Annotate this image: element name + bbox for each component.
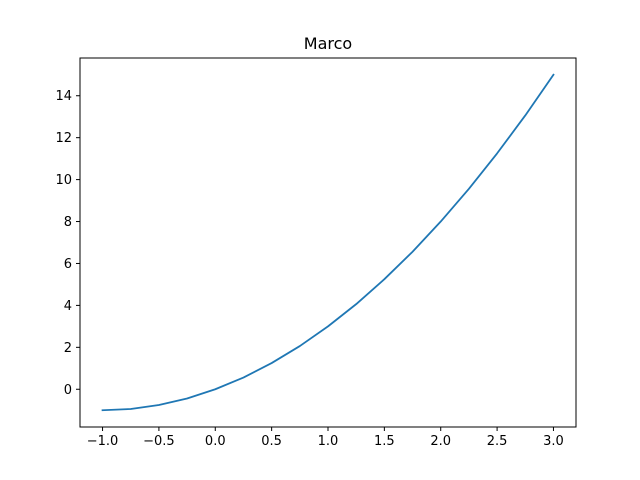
- plot-frame: [79, 57, 577, 428]
- x-tick-label: −1.0: [87, 434, 119, 449]
- x-tick-label: 0.0: [205, 434, 226, 449]
- x-tick-label: 1.0: [318, 434, 339, 449]
- x-tick-label: 3.0: [543, 434, 564, 449]
- y-tick-label: 2: [64, 341, 72, 356]
- y-axis-ticks: 0 2 4 6 8 10 12 14: [55, 89, 80, 398]
- y-tick-label: 4: [64, 299, 72, 314]
- series-line: [101, 73, 555, 412]
- x-tick-label: −0.5: [143, 434, 175, 449]
- y-tick-label: 10: [55, 173, 72, 188]
- y-tick-label: 8: [64, 215, 72, 230]
- y-tick-label: 6: [64, 257, 72, 272]
- plot-background: [80, 58, 576, 427]
- chart-title: Marco: [304, 34, 352, 53]
- series-layer: [101, 73, 555, 412]
- y-tick-label: 14: [55, 89, 72, 104]
- x-tick-label: 2.5: [487, 434, 508, 449]
- y-tick-label: 12: [55, 131, 72, 146]
- y-tick-label: 0: [64, 383, 72, 398]
- x-tick-label: 0.5: [261, 434, 282, 449]
- x-tick-label: 1.5: [374, 434, 395, 449]
- x-tick-label: 2.0: [430, 434, 451, 449]
- x-axis-ticks: −1.0 −0.5 0.0 0.5 1.0 1.5 2.0 2.5 3.0: [87, 427, 564, 449]
